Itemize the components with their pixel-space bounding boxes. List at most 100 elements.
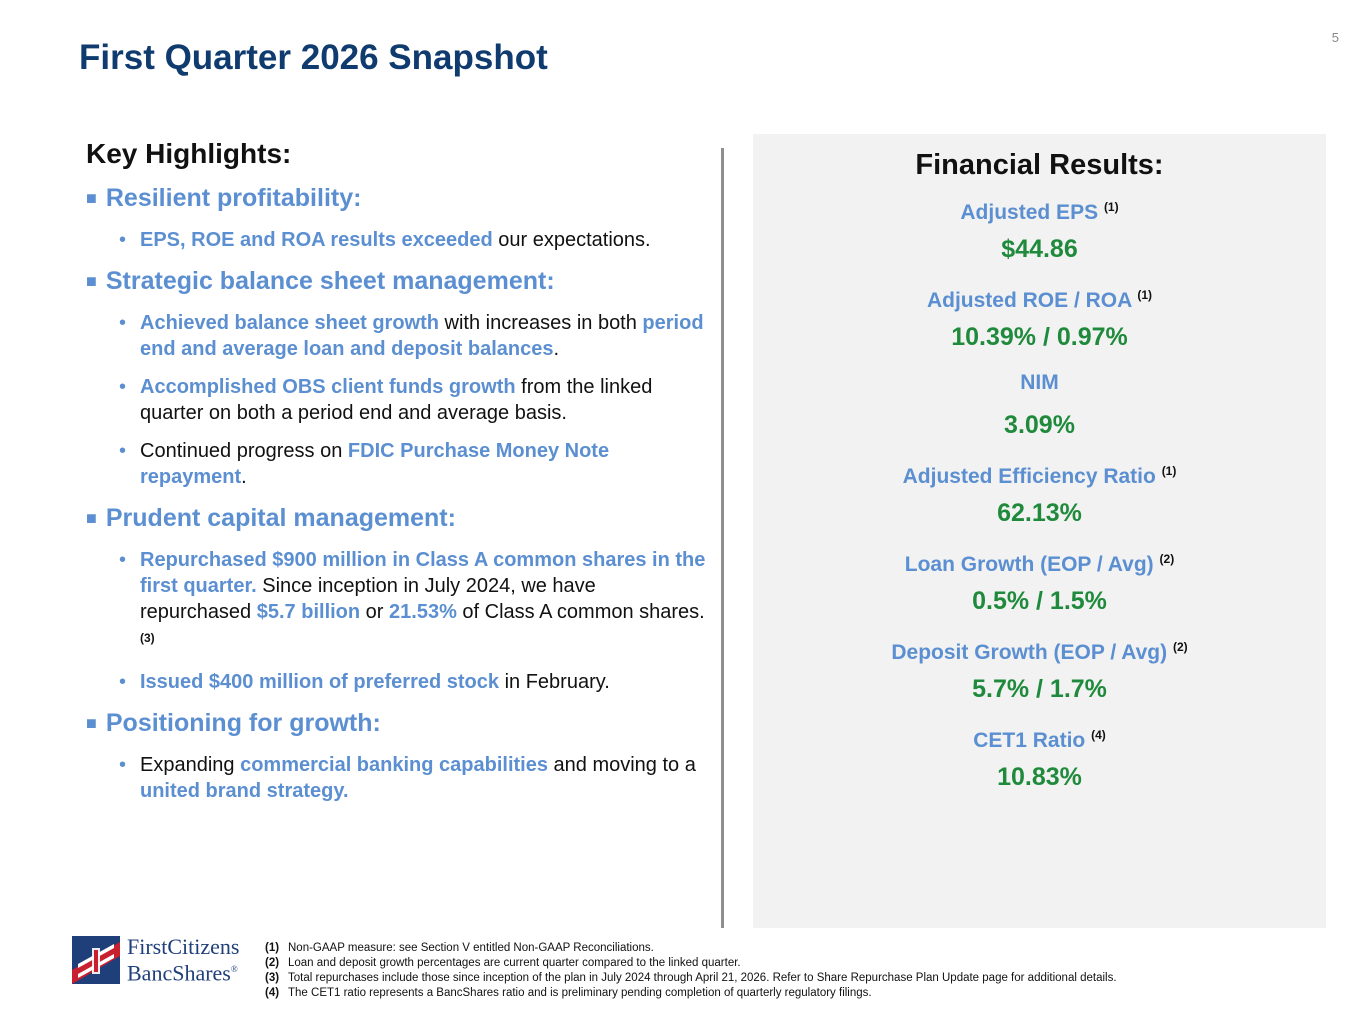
highlight-section: ■ Resilient profitability: • EPS, ROE and R… — [86, 184, 711, 253]
metric-label: NIM — [753, 370, 1326, 396]
metric-footnote-ref: (1) — [1137, 288, 1153, 302]
bullet-item: • Expanding commercial banking capabiliti… — [86, 752, 711, 804]
column-divider — [721, 148, 724, 928]
highlight-text: $5.7 billion — [256, 601, 361, 623]
registered-mark: ® — [230, 964, 238, 975]
metric-value: 10.83% — [997, 763, 1082, 791]
metric-value: 0.5% / 1.5% — [972, 587, 1107, 615]
bullet-item: • EPS, ROE and ROA results exceeded our e… — [86, 227, 711, 253]
highlight-text: EPS, ROE and ROA results exceeded — [140, 229, 493, 251]
metric-item: Deposit Growth (EOP / Avg) (2) 5.7% / 1.7… — [753, 634, 1326, 704]
section-title-text: Resilient profitability: — [105, 184, 362, 212]
metric-label: Loan Growth (EOP / Avg) (2) — [753, 546, 1326, 576]
logo-line-2-text: BancShares — [127, 960, 231, 986]
highlight-section: ■ Strategic balance sheet management: • Ach… — [86, 267, 711, 490]
footnote-text: Non-GAAP measure: see Section V entitled… — [288, 942, 654, 954]
key-highlights-heading: Key Highlights: — [86, 138, 292, 169]
highlight-section: ■ Prudent capital management: • Repurchased… — [86, 504, 711, 695]
footnotes: (1) Non-GAAP measure: see Section V entit… — [265, 941, 1117, 1001]
financial-results-panel: Financial Results: Adjusted EPS (1) $44.8… — [753, 134, 1326, 928]
page-number: 5 — [1331, 30, 1339, 45]
footnote-number: (2) — [265, 957, 280, 969]
bullet-dot-icon: • — [118, 549, 126, 571]
metric-label-text: NIM — [1020, 371, 1059, 394]
plain-text: Continued progress on — [140, 440, 348, 462]
plain-text: . — [553, 338, 560, 360]
metric-value: 3.09% — [1004, 411, 1075, 439]
highlight-section: ■ Positioning for growth: • Expanding comme… — [86, 709, 711, 804]
bullet-text: Repurchased $900 million in Class A comm… — [140, 547, 711, 657]
section-title-text: Prudent capital management: — [105, 504, 456, 532]
footnote-row: (3) Total repurchases include those since… — [265, 971, 1117, 986]
page-title: First Quarter 2026 Snapshot — [79, 38, 548, 77]
metric-item: CET1 Ratio (4) 10.83% — [753, 722, 1326, 792]
bullet-dot-icon: • — [118, 753, 126, 776]
plain-text: Since inception in July 2024, we have re… — [140, 575, 596, 623]
metrics-list: Adjusted EPS (1) $44.86 Adjusted ROE / ROA… — [753, 194, 1326, 792]
highlight-text: commercial banking capabilities — [240, 753, 548, 776]
highlight-text: Repurchased $900 million in Class A comm… — [140, 549, 706, 597]
bullet-text: Continued progress on FDIC Purchase Mone… — [140, 438, 711, 490]
metric-item: Adjusted ROE / ROA (1) 10.39% / 0.97% — [753, 282, 1326, 352]
metric-label: Adjusted Efficiency Ratio (1) — [753, 458, 1326, 488]
metric-value: 62.13% — [997, 499, 1082, 527]
section-title: ■ Resilient profitability: — [86, 184, 711, 213]
metric-label-text: Loan Growth (EOP / Avg) — [904, 553, 1154, 576]
metric-label: CET1 Ratio (4) — [753, 722, 1326, 752]
square-bullet-icon: ■ — [86, 271, 97, 291]
plain-text: with increases in both — [438, 312, 643, 334]
footnote-text: The CET1 ratio represents a BancShares r… — [288, 987, 872, 999]
metric-label-text: Adjusted ROE / ROA — [926, 289, 1132, 312]
bullet-item: • Repurchased $900 million in Class A com… — [86, 547, 711, 657]
metric-footnote-ref: (2) — [1159, 552, 1175, 566]
bullet-dot-icon: • — [118, 440, 126, 462]
section-title: ■ Positioning for growth: — [86, 709, 711, 738]
plain-text: our expectations. — [492, 229, 651, 251]
logo-wordmark: FirstCitizens BancShares® — [127, 935, 239, 984]
highlight-text: united brand strategy. — [140, 779, 349, 802]
metric-label: Adjusted ROE / ROA (1) — [753, 282, 1326, 312]
plain-text: or — [360, 601, 390, 623]
footnote-number: (4) — [265, 987, 280, 999]
highlight-text: Achieved balance sheet growth — [140, 312, 439, 334]
bullet-dot-icon: • — [118, 229, 126, 251]
metric-footnote-ref: (4) — [1091, 728, 1106, 742]
plain-text: . — [241, 466, 247, 488]
metric-label-text: Deposit Growth (EOP / Avg) — [891, 641, 1168, 664]
plain-text: and moving to a — [547, 753, 696, 776]
highlight-text: period end and average loan and deposit … — [140, 312, 704, 360]
bullet-dot-icon: • — [118, 376, 126, 398]
metric-label-text: Adjusted Efficiency Ratio — [902, 465, 1156, 488]
metric-item: NIM 3.09% — [753, 370, 1326, 440]
logo-line-1: FirstCitizens — [127, 934, 240, 960]
metric-footnote-ref: (1) — [1103, 200, 1119, 214]
financial-results-heading: Financial Results: — [915, 149, 1164, 181]
highlight-text: 21.53% — [389, 601, 457, 623]
logo-line-2: BancShares® — [127, 958, 239, 986]
bullet-text: Accomplished OBS client funds growth fro… — [140, 374, 711, 426]
footnote-text: Loan and deposit growth percentages are … — [288, 957, 741, 969]
metric-label: Adjusted EPS (1) — [753, 194, 1326, 224]
footnote-ref: (3) — [140, 631, 155, 645]
plain-text: of Class A common shares. — [456, 601, 705, 623]
highlight-text: Issued $400 million of preferred stock — [140, 670, 500, 693]
plain-text: Expanding — [140, 753, 241, 776]
footnote-number: (1) — [265, 942, 280, 954]
bullet-item: • Issued $400 million of preferred stock … — [86, 669, 711, 695]
section-title-text: Positioning for growth: — [105, 708, 381, 737]
footnote-number: (3) — [265, 972, 280, 984]
bullet-item: • Continued progress on FDIC Purchase Mon… — [86, 438, 711, 490]
highlight-text: Accomplished OBS client funds growth — [140, 376, 516, 398]
bullet-text: Achieved balance sheet growth with incre… — [140, 310, 711, 362]
square-bullet-icon: ■ — [86, 188, 97, 208]
bullet-text: Expanding commercial banking capabilitie… — [140, 752, 711, 804]
metric-item: Adjusted Efficiency Ratio (1) 62.13% — [753, 458, 1326, 528]
bullet-item: • Accomplished OBS client funds growth fr… — [86, 374, 711, 426]
footnote-row: (1) Non-GAAP measure: see Section V entit… — [265, 941, 1117, 956]
metric-value: 10.39% / 0.97% — [951, 323, 1128, 351]
metric-label-text: Adjusted EPS — [960, 201, 1099, 224]
section-title: ■ Strategic balance sheet management: — [86, 267, 711, 296]
bullet-dot-icon: • — [118, 312, 126, 334]
plain-text: from the linked quarter on both a period… — [140, 376, 653, 424]
footnote-text: Total repurchases include those since in… — [288, 972, 1117, 984]
